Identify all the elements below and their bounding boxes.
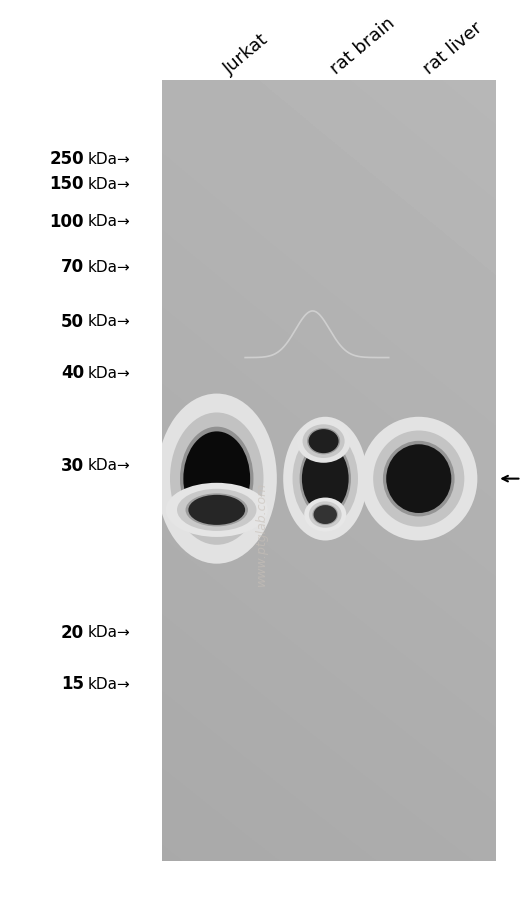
Text: kDa→: kDa→ — [87, 624, 130, 640]
Text: rat brain: rat brain — [327, 14, 398, 78]
Text: kDa→: kDa→ — [87, 214, 130, 229]
Ellipse shape — [309, 502, 342, 529]
Ellipse shape — [373, 431, 464, 527]
Ellipse shape — [180, 428, 253, 531]
Ellipse shape — [170, 413, 263, 545]
Text: kDa→: kDa→ — [87, 314, 130, 329]
Text: kDa→: kDa→ — [87, 676, 130, 691]
Ellipse shape — [304, 498, 346, 532]
Text: kDa→: kDa→ — [87, 177, 130, 191]
Text: kDa→: kDa→ — [87, 365, 130, 381]
Ellipse shape — [157, 394, 277, 564]
Ellipse shape — [307, 428, 340, 455]
Ellipse shape — [293, 431, 358, 527]
Ellipse shape — [302, 445, 349, 513]
Ellipse shape — [186, 493, 248, 527]
Ellipse shape — [303, 425, 345, 458]
Ellipse shape — [166, 483, 268, 538]
Text: 150: 150 — [50, 175, 84, 193]
Text: kDa→: kDa→ — [87, 152, 130, 167]
Ellipse shape — [183, 432, 250, 526]
Text: kDa→: kDa→ — [87, 260, 130, 274]
Text: 40: 40 — [61, 364, 84, 382]
Ellipse shape — [188, 495, 245, 525]
Text: 100: 100 — [50, 213, 84, 231]
Text: 20: 20 — [61, 623, 84, 641]
Ellipse shape — [308, 429, 339, 454]
Ellipse shape — [299, 441, 351, 517]
Text: 15: 15 — [61, 675, 84, 693]
Ellipse shape — [283, 418, 367, 541]
Text: 30: 30 — [61, 456, 84, 474]
Text: Jurkat: Jurkat — [220, 31, 272, 78]
Ellipse shape — [360, 418, 478, 541]
Ellipse shape — [383, 441, 455, 517]
Ellipse shape — [386, 445, 452, 513]
Ellipse shape — [297, 420, 351, 464]
Text: 50: 50 — [61, 312, 84, 330]
Text: kDa→: kDa→ — [87, 457, 130, 473]
Ellipse shape — [314, 505, 337, 524]
Ellipse shape — [312, 504, 338, 525]
Text: www.ptglab.com: www.ptglab.com — [255, 482, 268, 585]
Ellipse shape — [177, 489, 257, 531]
Text: 70: 70 — [61, 258, 84, 276]
Text: rat liver: rat liver — [420, 18, 487, 78]
Text: 250: 250 — [49, 151, 84, 168]
